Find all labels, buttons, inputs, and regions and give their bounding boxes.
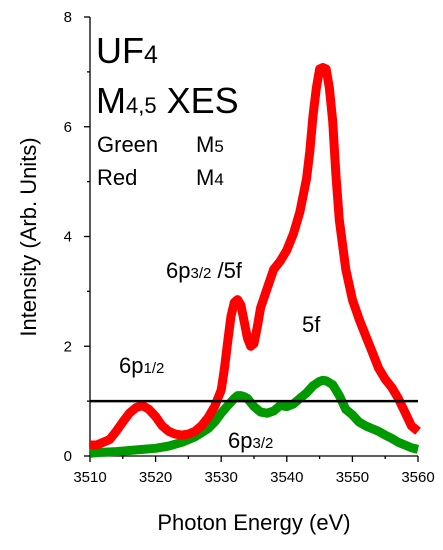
x-tick-label-3550: 3550 bbox=[336, 469, 369, 486]
x-tick-label-3530: 3530 bbox=[205, 469, 238, 486]
y-tick-label-8: 8 bbox=[64, 9, 72, 26]
x-tick-label-3540: 3540 bbox=[270, 469, 303, 486]
legend-green-word: Green bbox=[97, 132, 158, 157]
legend-green: Green M5 bbox=[97, 132, 224, 157]
y-tick-label-0: 0 bbox=[64, 448, 72, 465]
legend-red-word: Red bbox=[97, 165, 137, 190]
sample-label: UF4 bbox=[96, 30, 158, 71]
edge-label-tail: XES bbox=[157, 80, 239, 121]
legend-green-main: M bbox=[196, 132, 214, 157]
legend-green-sub: 5 bbox=[214, 137, 223, 156]
peak-6p12-main: 6p bbox=[119, 353, 143, 378]
peak-6p12-sub: 1/2 bbox=[143, 360, 164, 377]
edge-label-sub: 4,5 bbox=[126, 93, 157, 118]
peak-6p32-main: 6p bbox=[228, 428, 252, 453]
edge-label: M4,5 XES bbox=[96, 80, 239, 121]
y-axis-title: Intensity (Arb. Units) bbox=[16, 137, 41, 336]
peak-6p32-5f-tail: /5f bbox=[211, 258, 242, 283]
sample-label-sub: 4 bbox=[144, 41, 158, 69]
peak-6p32-sub: 3/2 bbox=[252, 435, 273, 452]
sample-label-main: UF bbox=[96, 30, 144, 71]
peak-label-6p32: 6p3/2 bbox=[228, 428, 273, 453]
x-tick-label-3520: 3520 bbox=[139, 469, 172, 486]
edge-label-main: M bbox=[96, 80, 126, 121]
x-tick-label-3560: 3560 bbox=[401, 469, 434, 486]
legend-red-sub: 4 bbox=[214, 170, 223, 189]
legend-red-main: M bbox=[196, 165, 214, 190]
axis-ticks: 3510 3520 3530 3540 3550 3560 0 2 4 6 8 bbox=[64, 9, 435, 486]
series-line-m4 bbox=[90, 63, 421, 450]
y-tick-label-2: 2 bbox=[64, 338, 72, 355]
peak-label-6p12: 6p1/2 bbox=[119, 353, 164, 378]
x-axis-title: Photon Energy (eV) bbox=[157, 510, 350, 535]
plot-area bbox=[89, 63, 421, 458]
peak-label-5f: 5f bbox=[302, 312, 321, 337]
legend-red: Red M4 bbox=[97, 165, 224, 190]
y-tick-label-6: 6 bbox=[64, 119, 72, 136]
peak-6p32-5f-sub: 3/2 bbox=[190, 265, 211, 282]
y-tick-label-4: 4 bbox=[64, 229, 72, 246]
peak-6p32-5f-main: 6p bbox=[166, 258, 190, 283]
peak-label-6p32-5f: 6p3/2 /5f bbox=[166, 258, 243, 283]
x-tick-label-3510: 3510 bbox=[73, 469, 106, 486]
